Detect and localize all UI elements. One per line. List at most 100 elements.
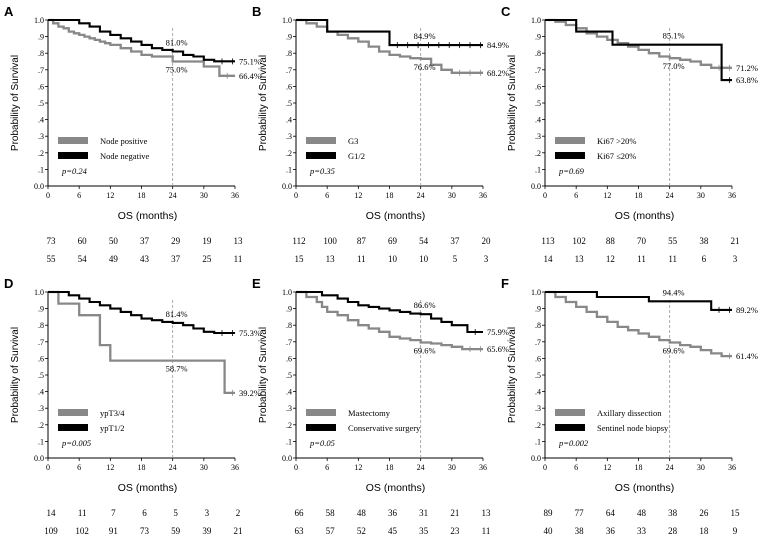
y-tick-label: .9: [286, 33, 292, 42]
at-risk-count: 87: [357, 236, 367, 246]
y-tick-label: .5: [38, 371, 44, 380]
y-tick-label: 1.0: [531, 288, 541, 297]
y-tick-label: .7: [286, 338, 292, 347]
x-axis-label: OS (months): [366, 482, 426, 494]
at-risk-count: 2: [236, 508, 241, 518]
end-survival-label: 66.4%: [239, 71, 261, 81]
y-tick-label: .1: [286, 437, 292, 446]
y-tick-label: .5: [535, 99, 541, 108]
x-tick-label: 0: [294, 463, 298, 472]
y-tick-label: .6: [535, 82, 541, 91]
at-risk-count: 49: [109, 254, 119, 264]
x-tick-label: 24: [169, 463, 177, 472]
survival-24-month-label: 81.0%: [166, 38, 188, 48]
x-tick-label: 18: [386, 463, 394, 472]
at-risk-count: 39: [202, 526, 212, 536]
panel-a-letter: A: [4, 4, 14, 19]
x-tick-label: 36: [231, 191, 239, 200]
y-tick-label: .4: [286, 116, 292, 125]
x-tick-label: 12: [603, 191, 611, 200]
x-axis-label: OS (months): [118, 482, 178, 494]
panel-b-letter: B: [252, 4, 261, 19]
y-axis-label: Probability of Survival: [507, 327, 518, 423]
at-risk-count: 10: [388, 254, 398, 264]
survival-24-month-label: 58.7%: [166, 364, 188, 374]
survival-curve-node-negative: [48, 18, 235, 63]
at-risk-count: 3: [484, 254, 489, 264]
p-value-label: p=0.005: [61, 438, 91, 448]
panel-e: E Probability of Survival 0.0 .1 .2 .3 .4 .5 .6.…: [252, 276, 509, 536]
legend-label: Conservative surgery: [348, 423, 421, 433]
y-tick-label: 1.0: [34, 288, 44, 297]
at-risk-count: 50: [109, 236, 119, 246]
survival-curve-g3: [296, 18, 483, 74]
at-risk-count: 88: [606, 236, 616, 246]
survival-24-month-label: 77.0%: [663, 61, 685, 71]
panel-b: B Probability of Survival 0.0 .1 .2 .3 .4 .5 .6.…: [252, 4, 509, 264]
at-risk-count: 3: [205, 508, 210, 518]
y-tick-label: .8: [286, 49, 292, 58]
at-risk-count: 14: [47, 508, 57, 518]
at-risk-count: 11: [668, 254, 677, 264]
x-tick-label: 24: [417, 463, 425, 472]
legend-label: Ki67 ≤20%: [597, 151, 636, 161]
y-tick-label: .1: [286, 165, 292, 174]
y-tick-label: .7: [286, 66, 292, 75]
survival-24-month-label: 84.9%: [414, 31, 436, 41]
survival-curve-sentinel-node-biopsy: [545, 290, 732, 311]
legend-swatch: [306, 424, 336, 431]
y-tick-label: .2: [38, 421, 44, 430]
x-tick-label: 24: [417, 191, 425, 200]
end-survival-label: 68.2%: [487, 68, 509, 78]
panel-d: D Probability of Survival 0.0 .1 .2 .3 .4 .5 .6.…: [4, 276, 261, 536]
x-tick-label: 6: [574, 463, 578, 472]
at-risk-count: 11: [78, 508, 87, 518]
at-risk-count: 109: [44, 526, 58, 536]
at-risk-count: 29: [171, 236, 181, 246]
x-tick-label: 12: [603, 463, 611, 472]
at-risk-count: 35: [419, 526, 429, 536]
y-tick-label: .8: [286, 321, 292, 330]
p-value-label: p=0.24: [61, 166, 88, 176]
y-tick-label: .1: [38, 165, 44, 174]
at-risk-count: 38: [668, 508, 678, 518]
at-risk-count: 55: [668, 236, 678, 246]
y-tick-label: .4: [38, 388, 44, 397]
at-risk-count: 73: [140, 526, 150, 536]
at-risk-count: 112: [292, 236, 305, 246]
y-tick-label: .7: [535, 66, 541, 75]
at-risk-count: 43: [140, 254, 150, 264]
y-tick-label: .7: [535, 338, 541, 347]
y-tick-label: .9: [535, 305, 541, 314]
at-risk-count: 59: [171, 526, 181, 536]
legend-swatch: [58, 409, 88, 416]
legend-swatch: [555, 137, 585, 144]
at-risk-count: 37: [171, 254, 181, 264]
survival-24-month-label: 94.4%: [663, 287, 685, 297]
x-axis-label: OS (months): [615, 482, 675, 494]
panel-c: C Probability of Survival 0.0 .1 .2 .3 .4 .5 .6.…: [501, 4, 758, 264]
legend-label: ypT3/4: [100, 408, 125, 418]
panel-a: A Probability of Survival 0.0 .1 .2 .3 .4 .5 .6.…: [4, 4, 261, 264]
at-risk-count: 21: [731, 236, 740, 246]
at-risk-count: 102: [75, 526, 89, 536]
y-tick-label: .4: [535, 116, 541, 125]
y-tick-label: 0.0: [282, 182, 292, 191]
y-tick-label: .3: [38, 132, 44, 141]
at-risk-count: 58: [326, 508, 336, 518]
p-value-label: p=0.69: [558, 166, 585, 176]
at-risk-count: 45: [388, 526, 398, 536]
x-tick-label: 30: [448, 463, 456, 472]
x-tick-label: 36: [231, 463, 239, 472]
at-risk-count: 20: [482, 236, 492, 246]
at-risk-count: 33: [637, 526, 647, 536]
at-risk-count: 9: [733, 526, 738, 536]
at-risk-count: 91: [109, 526, 118, 536]
at-risk-count: 70: [637, 236, 647, 246]
x-tick-label: 0: [46, 191, 50, 200]
legend-swatch: [306, 152, 336, 159]
y-tick-label: .7: [38, 338, 44, 347]
x-tick-label: 36: [479, 463, 487, 472]
y-tick-label: .9: [38, 305, 44, 314]
